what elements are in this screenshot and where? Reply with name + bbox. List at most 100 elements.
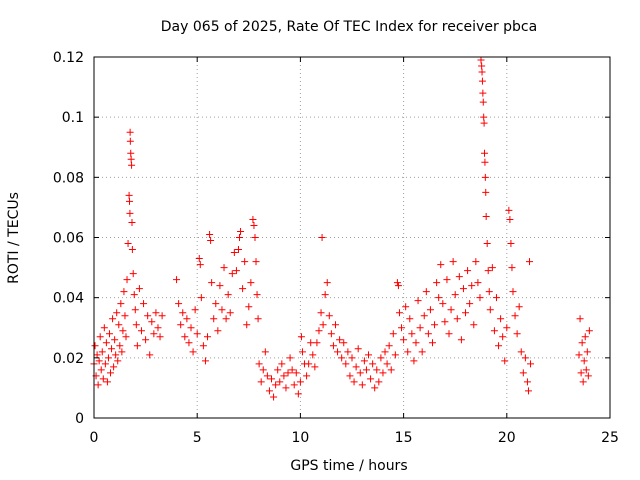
data-point [112,351,120,359]
data-point [185,339,193,347]
data-point [485,288,493,296]
data-point [325,312,333,320]
data-point [581,333,589,341]
data-point [483,240,491,248]
data-point [389,330,397,338]
data-point [259,366,267,374]
data-point [506,215,514,223]
data-point [457,336,465,344]
data-point [481,173,489,181]
data-point [435,294,443,302]
data-point [224,291,232,299]
data-point [367,375,375,383]
data-point [523,378,531,386]
data-point [404,348,412,356]
data-point [265,387,273,395]
data-point [334,348,342,356]
data-point [102,339,110,347]
data-point [331,321,339,329]
data-point [385,342,393,350]
data-point [210,315,218,323]
data-point [296,378,304,386]
data-point [437,261,445,269]
data-point [245,303,253,311]
data-point [119,327,127,335]
data-point [111,336,119,344]
data-point [234,246,242,254]
data-point [585,327,593,335]
data-point [113,309,121,317]
data-point [470,321,478,329]
data-point [441,318,449,326]
data-point [253,291,261,299]
data-point [519,369,527,377]
y-tick-label: 0.04 [53,291,84,307]
data-point [445,330,453,338]
data-point [146,351,154,359]
data-point [508,264,516,272]
data-point [477,56,485,64]
data-point [290,381,298,389]
data-point [204,333,212,341]
data-point [319,321,327,329]
data-point [179,309,187,317]
data-point [142,336,150,344]
data-point [424,330,432,338]
data-point [252,258,260,266]
data-point [381,348,389,356]
data-point [294,390,302,398]
data-point [255,360,263,368]
data-point [416,324,424,332]
data-point [268,375,276,383]
data-point [220,264,228,272]
data-point [303,372,311,380]
data-point [346,372,354,380]
data-point [521,354,529,362]
data-point [377,354,385,362]
data-point [358,381,366,389]
data-point [236,234,244,241]
data-point [243,321,251,329]
data-point [207,237,215,245]
data-point [189,348,197,356]
x-tick-label: 10 [291,430,309,446]
data-point [481,158,489,166]
data-point [126,128,134,136]
data-point [371,384,379,392]
y-tick-label: 0.06 [53,231,84,247]
x-tick-label: 25 [601,430,619,446]
data-point [250,221,258,229]
data-point [125,191,133,199]
data-point [278,360,286,368]
data-point [480,119,488,127]
data-point [251,234,259,241]
data-point [206,230,214,238]
data-point [199,342,207,350]
data-point [342,360,350,368]
data-point [230,249,238,257]
data-point [507,240,515,248]
data-point [91,342,99,350]
data-point [406,315,414,323]
data-point [482,212,490,220]
data-point [340,339,348,347]
data-point [575,351,583,359]
data-point [122,333,130,341]
data-point [478,77,486,85]
data-point [150,330,158,338]
data-point [216,282,224,290]
data-point [261,348,269,356]
data-point [94,381,102,389]
data-point [212,300,220,308]
data-point [156,333,164,341]
data-point [98,348,106,356]
data-point [472,258,480,266]
data-point [453,315,461,323]
data-point [183,315,191,323]
data-point [214,327,222,335]
y-axis-ticks: 0 0.02 0.04 0.06 0.08 0.1 0.12 [53,50,610,427]
x-axis-label: GPS time / hours [290,458,407,474]
data-point [270,393,278,401]
data-point [128,246,136,254]
data-point [466,300,474,308]
